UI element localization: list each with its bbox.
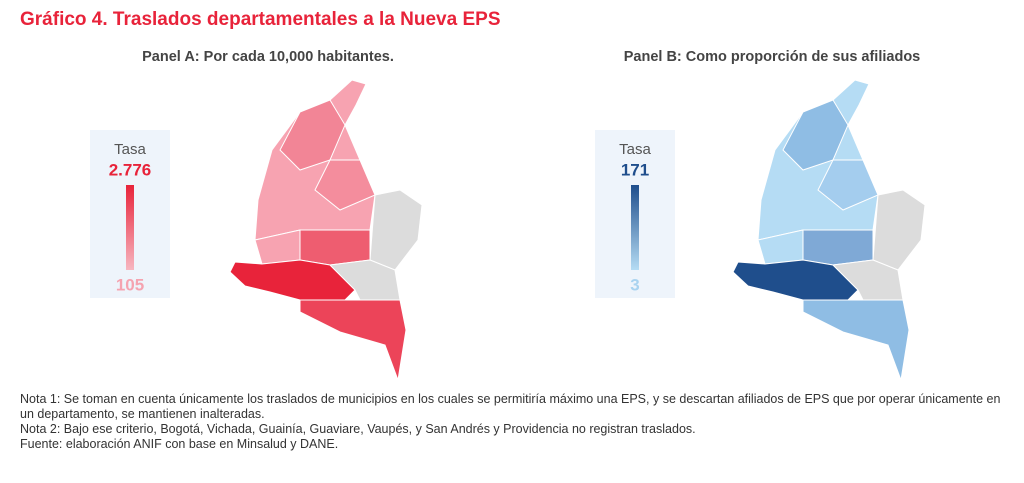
- legend-min: 3: [630, 275, 639, 294]
- legend-label: Tasa: [619, 141, 651, 158]
- region: [369, 189, 423, 271]
- legend-min: 105: [116, 275, 144, 294]
- legend-label: Tasa: [114, 141, 146, 158]
- region: [817, 159, 879, 211]
- region: [802, 299, 910, 382]
- region: [802, 229, 874, 266]
- panel-title: Panel A: Por cada 10,000 habitantes.: [142, 49, 394, 65]
- map: [229, 79, 423, 382]
- note: Fuente: elaboración ANIF con base en Min…: [20, 437, 339, 451]
- note: Nota 1: Se toman en cuenta únicamente lo…: [20, 392, 1001, 421]
- panel-title: Panel B: Como proporción de sus afiliado…: [624, 49, 921, 65]
- legend-max: 2.776: [109, 160, 152, 179]
- region: [299, 299, 407, 382]
- legend-gradient: [631, 185, 639, 270]
- figure: Gráfico 4. Traslados departamentales a l…: [20, 9, 926, 382]
- legend-gradient: [126, 185, 134, 270]
- notes: Nota 1: Se toman en cuenta únicamente lo…: [20, 392, 1005, 452]
- legend-max: 171: [621, 160, 649, 179]
- figure-title: Gráfico 4. Traslados departamentales a l…: [20, 9, 501, 30]
- region: [872, 189, 926, 271]
- region: [314, 159, 376, 211]
- region: [299, 229, 371, 266]
- map: [732, 79, 926, 382]
- note: Nota 2: Bajo ese criterio, Bogotá, Vicha…: [20, 422, 696, 436]
